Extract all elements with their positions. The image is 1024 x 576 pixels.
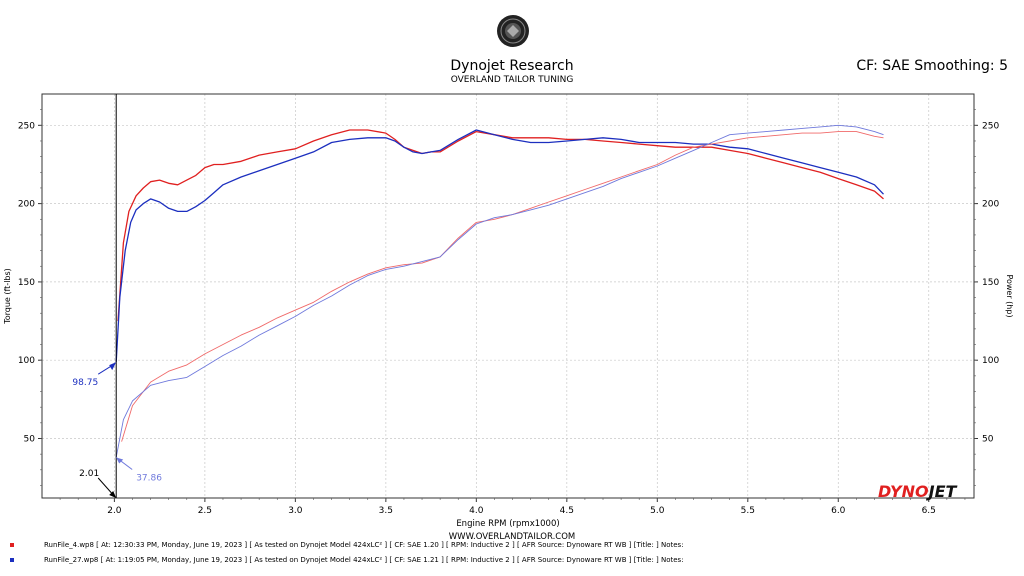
power-line-RunFile_4.wp8 xyxy=(121,131,884,442)
run-color-swatch xyxy=(10,543,14,547)
x-tick-label: 2.0 xyxy=(107,506,122,516)
y-tick-label-right: 150 xyxy=(982,278,999,288)
run-color-swatch xyxy=(10,558,14,562)
run-legend-1: RunFile_4.wp8 [ At: 12:30:33 PM, Monday,… xyxy=(10,541,684,549)
dynojet-brand-text: DYNOJET xyxy=(878,482,958,501)
cursor-power-value: 37.86 xyxy=(136,474,162,484)
x-tick-label: 6.0 xyxy=(831,506,846,516)
y-tick-label-left: 150 xyxy=(18,278,35,288)
website-url: WWW.OVERLANDTAILOR.COM xyxy=(448,532,576,542)
x-tick-label: 6.5 xyxy=(922,506,936,516)
run-legend-2: RunFile_27.wp8 [ At: 1:19:05 PM, Monday,… xyxy=(10,556,684,564)
cursor-torque-value: 98.75 xyxy=(72,378,98,388)
x-axis-label: Engine RPM (rpmx1000) xyxy=(456,519,559,529)
torque-marker-head xyxy=(109,362,117,371)
x-tick-label: 5.0 xyxy=(650,506,665,516)
cursor-rpm-value: 2.01 xyxy=(79,469,99,479)
power-marker-head xyxy=(116,457,124,464)
x-tick-label: 5.5 xyxy=(741,506,755,516)
cf-smoothing-info: CF: SAE Smoothing: 5 xyxy=(856,58,1008,74)
power-line-RunFile_27.wp8 xyxy=(115,124,884,458)
x-tick-label: 3.0 xyxy=(288,506,303,516)
x-tick-label: 4.0 xyxy=(469,506,484,516)
y-tick-label-right: 200 xyxy=(982,200,999,210)
y-tick-label-right: 100 xyxy=(982,356,999,366)
company-title: Dynojet Research xyxy=(450,58,574,74)
y-tick-label-left: 200 xyxy=(18,200,35,210)
y-tick-label-right: 50 xyxy=(982,434,994,444)
chart-series xyxy=(115,124,884,458)
y-tick-label-right: 250 xyxy=(982,121,999,131)
x-tick-label: 2.5 xyxy=(198,506,212,516)
torque-line-RunFile_4.wp8 xyxy=(117,129,884,322)
y-axis-label-left: Torque (ft-lbs) xyxy=(3,268,12,325)
y-axis-label-right: Power (hp) xyxy=(1005,274,1014,317)
torque-line-RunFile_27.wp8 xyxy=(115,129,884,362)
run-details: RunFile_27.wp8 [ At: 1:19:05 PM, Monday,… xyxy=(44,556,684,564)
x-tick-label: 4.5 xyxy=(560,506,574,516)
cursor-group: 98.75 37.86 2.01 xyxy=(72,94,162,498)
plot-frame xyxy=(41,93,975,499)
y-tick-label-left: 100 xyxy=(18,356,35,366)
shop-subtitle: OVERLAND TAILOR TUNING xyxy=(450,75,574,85)
run-details: RunFile_4.wp8 [ At: 12:30:33 PM, Monday,… xyxy=(44,541,684,549)
dynojet-seal-logo xyxy=(497,15,529,47)
dynojet-logo: DYNOJET xyxy=(878,482,958,501)
y-tick-label-left: 250 xyxy=(18,121,35,131)
x-tick-label: 3.5 xyxy=(379,506,393,516)
rpm-marker-head xyxy=(109,491,117,498)
chart-grid xyxy=(42,94,974,498)
axis-ticks: 2.0 2.5 3.0 3.5 4.0 4.5 5.0 5.5 6.0 6.5 50 50 100 100… xyxy=(18,109,999,516)
y-tick-label-left: 50 xyxy=(24,434,36,444)
